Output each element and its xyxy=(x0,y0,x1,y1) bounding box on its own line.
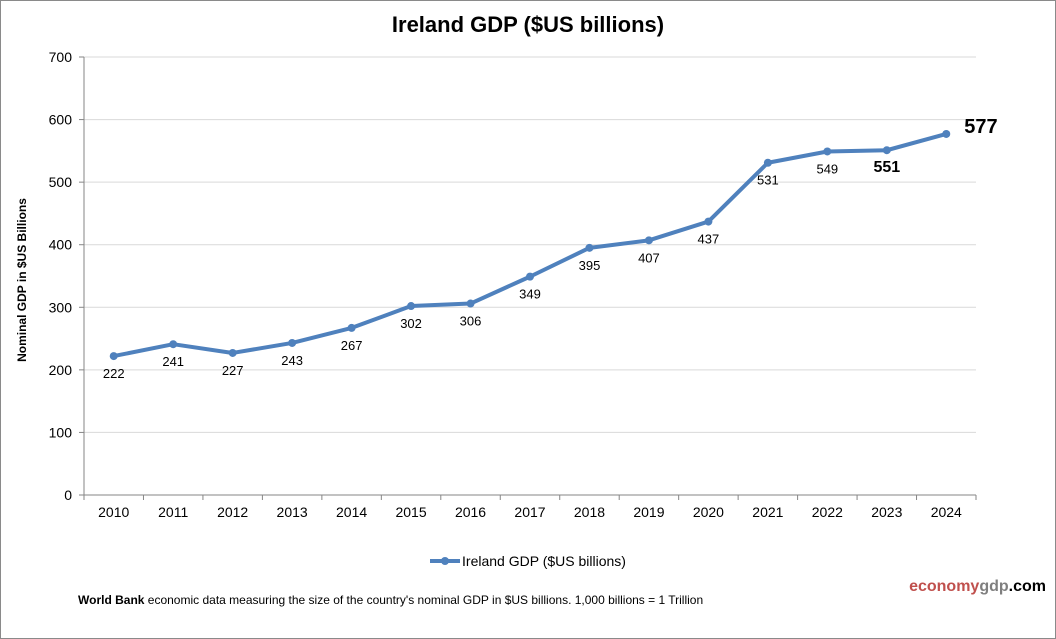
brand-logo[interactable]: economygdp.com xyxy=(909,578,1046,596)
legend-label: Ireland GDP ($US billions) xyxy=(462,553,626,569)
data-point xyxy=(288,338,297,347)
data-point xyxy=(704,217,713,226)
x-tick-label: 2023 xyxy=(871,504,902,520)
data-label: 243 xyxy=(281,353,303,368)
y-tick-label: 0 xyxy=(64,487,72,503)
brand-part-gdp: gdp xyxy=(979,578,1009,595)
x-tick-label: 2019 xyxy=(633,504,664,520)
footnote-source: World Bank xyxy=(78,593,145,607)
x-tick-label: 2012 xyxy=(217,504,248,520)
x-tick-label: 2016 xyxy=(455,504,486,520)
x-tick-label: 2015 xyxy=(395,504,426,520)
gridlines xyxy=(84,56,976,433)
y-tick-label: 400 xyxy=(49,237,73,253)
data-label: 549 xyxy=(816,161,838,176)
x-tick-label: 2024 xyxy=(931,504,962,520)
footnote-text: economic data measuring the size of the … xyxy=(144,593,704,607)
data-label: 577 xyxy=(964,116,997,138)
data-point xyxy=(407,302,416,311)
x-tick-label: 2021 xyxy=(752,504,783,520)
y-tick-label: 700 xyxy=(49,49,73,65)
legend: Ireland GDP ($US billions) xyxy=(0,550,1056,569)
y-tick-labels: 0 100 200 300 400 500 600 700 xyxy=(49,49,73,503)
footnote: World Bank economic data measuring the s… xyxy=(78,593,703,607)
x-tick-label: 2017 xyxy=(514,504,545,520)
data-point xyxy=(109,352,118,361)
brand-part-economy: economy xyxy=(909,578,980,595)
data-point xyxy=(763,158,772,167)
data-label: 407 xyxy=(638,250,660,265)
y-tick-label: 600 xyxy=(49,112,73,128)
data-point xyxy=(347,323,356,332)
x-tick-label: 2013 xyxy=(277,504,308,520)
chart-title: Ireland GDP ($US billions) xyxy=(391,12,665,37)
data-label: 241 xyxy=(162,354,184,369)
y-tick-label: 500 xyxy=(49,174,73,190)
data-point xyxy=(823,147,832,156)
series-ireland-gdp xyxy=(109,129,951,361)
data-point xyxy=(942,129,951,138)
x-tick-label: 2020 xyxy=(693,504,724,520)
data-label: 349 xyxy=(519,287,541,302)
data-label: 306 xyxy=(460,314,482,329)
y-tick-label: 100 xyxy=(49,424,73,440)
data-point xyxy=(169,340,178,349)
data-point xyxy=(526,272,534,281)
data-label: 302 xyxy=(400,316,422,331)
legend-line-marker-icon xyxy=(430,557,461,565)
data-point xyxy=(644,236,653,245)
brand-part-com: .com xyxy=(1008,578,1046,595)
data-point xyxy=(882,146,891,155)
x-tick-label: 2022 xyxy=(812,504,843,520)
x-tick-label: 2010 xyxy=(98,504,129,520)
data-point xyxy=(228,348,237,357)
x-tick-labels: 2010 2011 2012 2013 2014 2015 2016 2017 2018 2019… xyxy=(98,504,962,520)
data-label: 267 xyxy=(341,338,363,353)
legend-item[interactable]: Ireland GDP ($US billions) xyxy=(430,553,626,569)
x-tick-label: 2018 xyxy=(574,504,605,520)
x-tick-label: 2014 xyxy=(336,504,367,520)
y-tick-label: 300 xyxy=(49,299,73,315)
data-label: 531 xyxy=(757,173,779,188)
data-label: 227 xyxy=(222,363,244,378)
data-label: 395 xyxy=(579,258,601,273)
data-labels: 222 241 227 243 267 302 306 349 395 407 437 531 549 5… xyxy=(103,116,998,381)
data-label: 551 xyxy=(873,159,900,176)
data-point xyxy=(585,243,594,252)
x-tick-label: 2011 xyxy=(158,504,188,520)
data-label: 222 xyxy=(103,366,125,381)
data-label: 437 xyxy=(698,232,720,247)
y-tick-label: 200 xyxy=(49,362,73,378)
axes xyxy=(79,56,977,500)
data-point xyxy=(466,299,475,308)
